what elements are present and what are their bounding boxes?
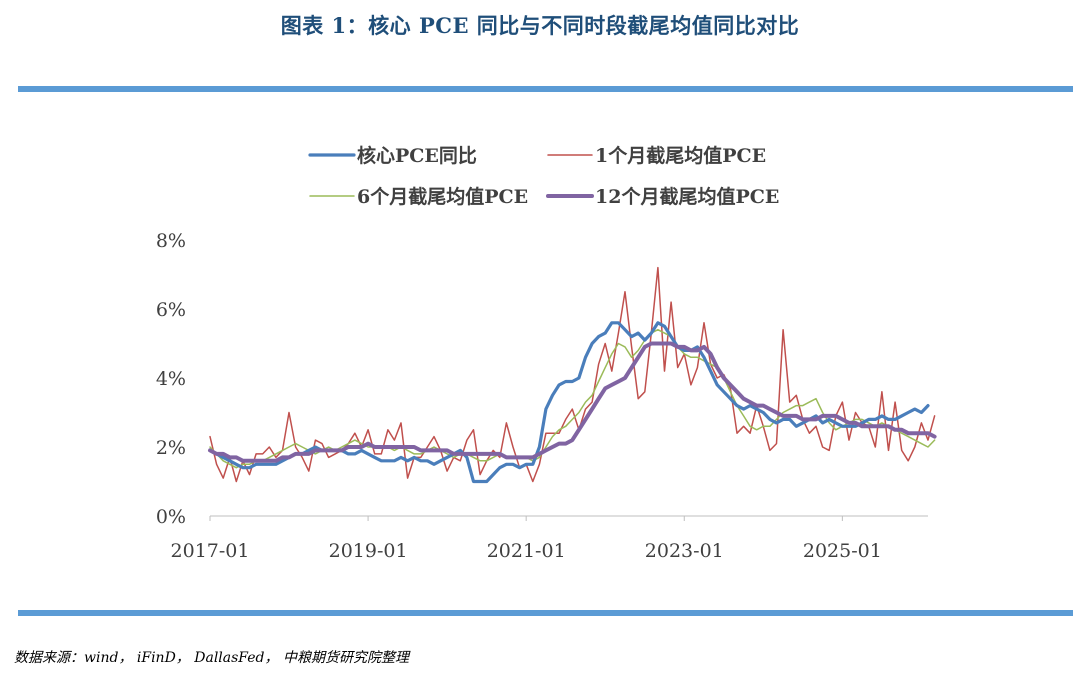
legend-item-2: 1个月截尾均值PCE	[547, 144, 766, 167]
x-tick-label: 2023-01	[645, 540, 724, 562]
y-axis: 0% 2% 4% 6% 8%	[156, 230, 186, 528]
top-divider	[18, 86, 1073, 92]
y-tick-label: 8%	[156, 230, 186, 252]
page-title: 图表 1：核心 PCE 同比与不同时段截尾均值同比对比	[280, 13, 800, 38]
legend-label: 1个月截尾均值PCE	[595, 144, 766, 167]
chart-legend: 核心PCE同比 1个月截尾均值PCE 6个月截尾均值PCE 12个月截尾均值PCE	[308, 144, 779, 208]
bottom-divider	[18, 610, 1073, 616]
data-source-note: 数据来源：wind， iFinD， DallasFed， 中粮期货研究院整理	[14, 650, 409, 666]
legend-label: 6个月截尾均值PCE	[357, 185, 528, 208]
y-tick-label: 4%	[156, 368, 186, 390]
x-axis: 2017-01 2019-01 2021-01 2023-01 2025-01	[171, 515, 928, 562]
y-tick-label: 2%	[156, 437, 186, 459]
series-line-2	[209, 266, 936, 483]
series-line-4	[208, 341, 937, 463]
legend-item-3: 6个月截尾均值PCE	[309, 185, 528, 208]
legend-item-1: 核心PCE同比	[308, 144, 477, 167]
legend-label: 核心PCE同比	[357, 144, 477, 167]
x-tick-label: 2017-01	[171, 540, 250, 562]
y-tick-label: 0%	[156, 506, 186, 528]
series-line-3	[209, 328, 936, 469]
series-lines	[208, 266, 937, 484]
series-line-1	[208, 321, 930, 484]
legend-item-4: 12个月截尾均值PCE	[546, 185, 779, 208]
y-tick-label: 6%	[156, 299, 186, 321]
x-tick-label: 2019-01	[329, 540, 408, 562]
x-tick-label: 2025-01	[803, 540, 882, 562]
legend-label: 12个月截尾均值PCE	[595, 185, 779, 208]
x-tick-label: 2021-01	[487, 540, 566, 562]
